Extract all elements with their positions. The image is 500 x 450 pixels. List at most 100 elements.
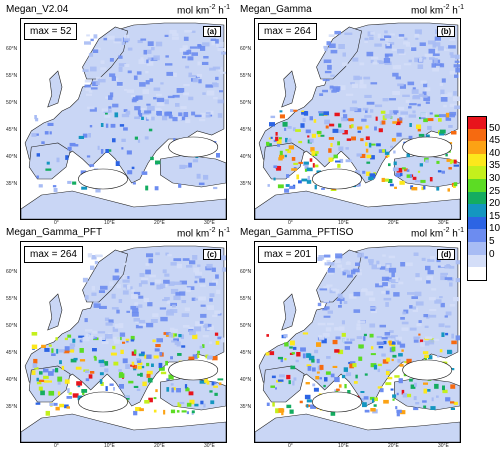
emission-cell [214, 392, 218, 396]
emission-cell [342, 52, 346, 57]
emission-cell [203, 56, 209, 59]
emission-cell [141, 277, 149, 282]
emission-cell [213, 97, 218, 100]
emission-cell [105, 322, 113, 326]
emission-cell [454, 74, 459, 78]
panel-units: mol km-2 h-1 [411, 4, 464, 16]
emission-cell [193, 326, 202, 332]
emission-cell [143, 50, 147, 55]
emission-cell [163, 284, 168, 288]
emission-cell [397, 36, 404, 39]
colorbar-cell [467, 179, 487, 192]
emission-cell [189, 399, 195, 405]
emission-cell [447, 92, 452, 97]
emission-cell [429, 177, 433, 182]
emission-cell [380, 388, 384, 393]
emission-cell [302, 117, 306, 122]
colorbar-label: 30 [489, 173, 500, 184]
emission-cell [205, 84, 214, 88]
emission-cell [384, 332, 391, 336]
emission-cell [309, 138, 314, 143]
emission-cell [344, 346, 350, 350]
emission-cell [350, 82, 355, 85]
units-exp2: -1 [457, 4, 465, 11]
emission-cell [393, 112, 398, 115]
emission-cell [420, 80, 427, 84]
emission-cell [371, 309, 377, 314]
emission-cell [153, 87, 161, 91]
emission-cell [112, 327, 119, 332]
emission-cell [375, 116, 378, 121]
emission-cell [188, 72, 192, 76]
max-value-box: max = 52 [24, 23, 78, 40]
emission-cell [345, 261, 351, 265]
emission-cell [163, 99, 169, 105]
emission-cell [376, 143, 381, 147]
emission-cell [162, 269, 167, 274]
emission-cell [152, 313, 159, 318]
lat-tick-label: 60°N [6, 269, 18, 275]
emission-cell [217, 47, 225, 52]
emission-cell [142, 112, 150, 115]
emission-cell [115, 161, 120, 166]
emission-cell [145, 269, 151, 275]
emission-cell [349, 363, 354, 369]
emission-cell [116, 309, 120, 314]
emission-cell [160, 283, 166, 289]
emission-cell [454, 60, 460, 63]
emission-cell [122, 279, 130, 283]
emission-cell [150, 319, 158, 323]
emission-cell [398, 353, 403, 357]
emission-cell [384, 35, 392, 38]
emission-cell [403, 41, 409, 45]
emission-cell [371, 264, 380, 270]
lon-tick-label: 20°E [388, 220, 399, 226]
emission-cell [312, 383, 316, 387]
emission-cell [392, 394, 397, 398]
emission-cell [85, 333, 90, 338]
emission-cell [265, 352, 270, 356]
emission-cell [121, 138, 126, 142]
emission-cell [217, 113, 223, 118]
emission-cell [447, 349, 452, 355]
emission-cell [397, 83, 404, 87]
emission-cell [342, 338, 346, 343]
emission-cell [191, 52, 198, 56]
emission-cell [286, 174, 290, 178]
emission-cell [409, 327, 417, 331]
emission-cell [374, 104, 383, 108]
emission-cell [190, 30, 196, 33]
emission-cell [99, 363, 105, 367]
emission-cell [48, 390, 55, 396]
emission-cell [442, 389, 448, 394]
emission-cell [151, 116, 155, 121]
emission-cell [338, 44, 345, 49]
emission-cell [396, 167, 403, 173]
emission-cell [346, 338, 349, 341]
emission-cell [378, 282, 383, 286]
emission-cell [183, 112, 189, 117]
emission-cell [31, 133, 37, 137]
emission-cell [178, 334, 182, 338]
emission-cell [330, 373, 335, 378]
emission-cell [432, 53, 440, 56]
emission-cell [89, 107, 97, 112]
emission-cell [328, 157, 333, 162]
emission-cell [289, 409, 294, 414]
emission-cell [153, 397, 157, 400]
emission-cell [80, 170, 87, 175]
emission-cell [323, 59, 332, 64]
emission-cell [455, 54, 460, 60]
emission-cell [344, 384, 347, 389]
emission-cell [64, 379, 70, 384]
emission-cell [155, 160, 161, 165]
emission-cell [64, 346, 70, 351]
emission-cell [438, 118, 442, 122]
emission-cell [130, 364, 135, 367]
emission-cell [126, 150, 132, 155]
emission-cell [388, 179, 393, 183]
emission-cell [148, 128, 153, 132]
emission-cell [200, 112, 206, 118]
emission-cell [182, 325, 190, 328]
emission-cell [122, 275, 128, 280]
